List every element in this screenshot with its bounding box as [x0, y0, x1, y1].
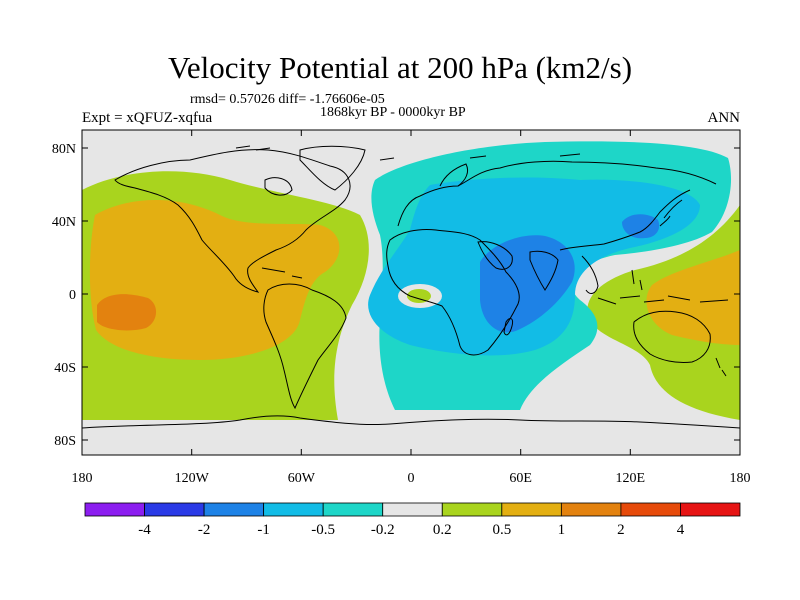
- coastline-greenland: [299, 145, 366, 191]
- y-tick-label: 40S: [54, 361, 76, 376]
- coastline-north-america: [114, 149, 351, 293]
- y-tick-label: 80N: [52, 142, 76, 157]
- season-label: ANN: [707, 110, 741, 126]
- colorbar-label: -0.5: [311, 522, 335, 538]
- coastline-indonesia: [597, 295, 729, 305]
- colorbar-segment: [620, 502, 681, 517]
- coastline-caribbean: [261, 267, 303, 279]
- colorbar-label: 2: [617, 522, 625, 538]
- colorbar-label: 0.2: [433, 522, 452, 538]
- colorbar-label: -2: [198, 522, 211, 538]
- colorbar-segment: [501, 502, 562, 517]
- coastline-antarctica: [82, 415, 740, 429]
- colorbar-segment: [560, 502, 622, 517]
- colorbar-segment: [84, 502, 145, 517]
- coastline-indochina: [581, 255, 599, 294]
- coastline-india: [529, 250, 559, 291]
- coastline-east-asia: [559, 189, 691, 251]
- y-tick-label: 80S: [54, 434, 76, 449]
- time-period-label: 1868kyr BP - 0000kyr BP: [320, 105, 466, 120]
- positive-strong-region-west: [97, 294, 157, 331]
- weak-positive-gulf-of-guinea: [407, 289, 431, 303]
- experiment-label: Expt = xQFUZ-xqfua: [82, 110, 213, 126]
- colorbar-label: 0.5: [492, 522, 511, 538]
- coastline-south-america: [263, 283, 347, 410]
- coastline-africa: [386, 229, 520, 356]
- colorbar-segment: [680, 502, 741, 517]
- coastline-japan: [659, 199, 683, 227]
- coastline-europe: [397, 160, 717, 227]
- colorbar-label: 1: [558, 522, 566, 538]
- plot-title: Velocity Potential at 200 hPa (km2/s): [167, 50, 633, 85]
- x-tick-label: 0: [408, 471, 415, 486]
- x-tick-label: 60E: [509, 471, 532, 486]
- colorbar-label: 4: [677, 522, 685, 538]
- colorbar-label: -1: [257, 522, 270, 538]
- colorbar-segment: [322, 502, 384, 517]
- colorbar-segment: [203, 502, 265, 517]
- colorbar-label: -4: [138, 522, 151, 538]
- colorbar-segment: [441, 502, 503, 517]
- coastline-arctic-islands: [235, 145, 581, 161]
- x-tick-label: 180: [72, 471, 93, 486]
- coastline-new-zealand: [715, 357, 727, 377]
- coastline-philippines: [631, 269, 643, 291]
- negative-strong-region-korea: [622, 214, 660, 239]
- colorbar-segment: [144, 502, 205, 517]
- negative-strong-region: [480, 235, 575, 333]
- rmsd-diff-stats: rmsd= 0.57026 diff= -1.76606e-05: [190, 92, 385, 107]
- coastline-scandinavia: [439, 163, 469, 187]
- x-tick-label: 120W: [175, 471, 210, 486]
- coastline-madagascar: [503, 318, 513, 336]
- coastline-australia: [633, 310, 711, 363]
- y-tick-label: 40N: [52, 215, 76, 230]
- x-tick-label: 120E: [616, 471, 646, 486]
- coastline-arabia: [477, 241, 513, 270]
- y-tick-label: 0: [69, 288, 76, 303]
- colorbar-segment: [382, 502, 443, 517]
- contour-fields: [82, 130, 740, 455]
- coastline-hudson-bay: [264, 177, 293, 196]
- x-tick-label: 180: [730, 471, 751, 486]
- colorbar-segment: [263, 502, 324, 517]
- colorbar-label: -0.2: [371, 522, 395, 538]
- coastlines: [82, 145, 740, 429]
- positive-mid-region-east: [646, 250, 740, 345]
- x-tick-label: 60W: [288, 471, 316, 486]
